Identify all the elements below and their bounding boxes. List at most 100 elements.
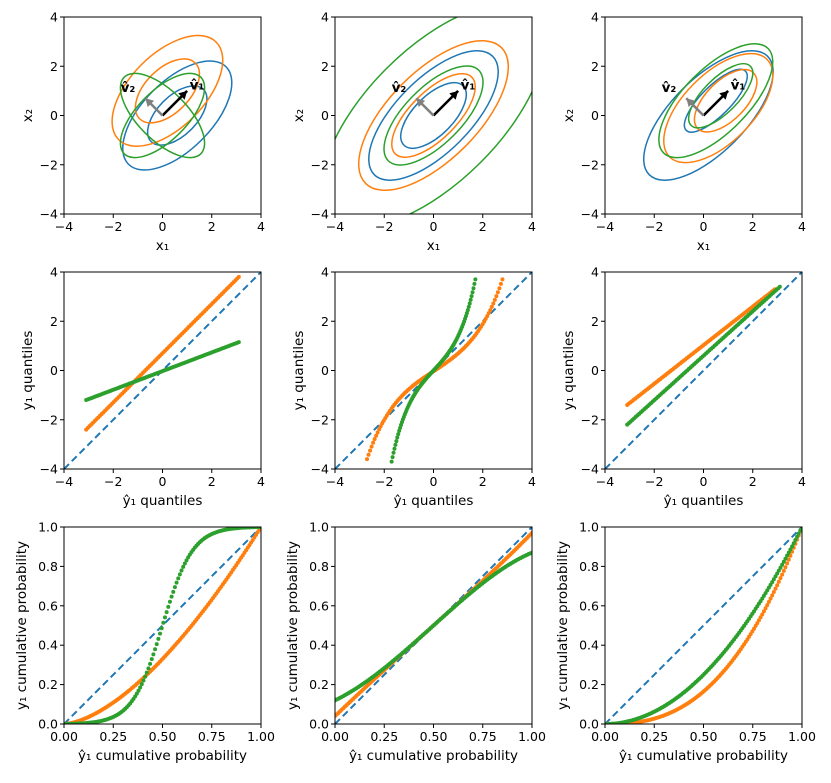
point-green bbox=[141, 678, 146, 683]
y-axis-label: x₂ bbox=[291, 109, 307, 122]
y-tick-label: 4 bbox=[321, 265, 329, 280]
y-axis-label: y₁ cumulative probability bbox=[14, 541, 30, 710]
x-tick-label: 0.50 bbox=[149, 729, 177, 744]
point-orange bbox=[756, 618, 761, 623]
y-axis-label: y₁ cumulative probability bbox=[285, 541, 301, 710]
y-tick-label: 0.4 bbox=[309, 638, 329, 653]
point-orange bbox=[758, 615, 763, 620]
point-green bbox=[162, 615, 167, 620]
y-tick-label: −4 bbox=[40, 207, 58, 222]
point-green bbox=[795, 534, 800, 539]
point-green bbox=[151, 652, 156, 657]
y-tick-label: 2 bbox=[591, 314, 599, 329]
plot-area bbox=[642, 43, 774, 181]
point-green bbox=[798, 528, 802, 533]
point-orange bbox=[761, 609, 766, 614]
point-green bbox=[780, 562, 785, 567]
point-green bbox=[164, 610, 169, 615]
y-tick-label: 0.6 bbox=[309, 598, 329, 613]
y-tick-label: 2 bbox=[321, 59, 329, 74]
vector-label-v2: v̂₂ bbox=[121, 80, 136, 96]
point-green bbox=[793, 538, 798, 543]
x-axis-label: ŷ₁ cumulative probability bbox=[619, 748, 788, 764]
x-axis-label: ŷ₁ quantiles bbox=[664, 493, 744, 509]
x-tick-label: 4 bbox=[798, 219, 806, 234]
point-green bbox=[184, 558, 189, 563]
x-tick-label: 0.75 bbox=[739, 729, 767, 744]
y-tick-label: 0 bbox=[591, 108, 599, 123]
y-tick-label: −2 bbox=[40, 412, 58, 427]
y-tick-label: 4 bbox=[321, 10, 329, 25]
y-tick-label: 0.2 bbox=[38, 677, 58, 692]
y-axis-label: x₂ bbox=[561, 109, 577, 122]
plot-area bbox=[111, 34, 233, 171]
point-green bbox=[169, 594, 174, 599]
y-tick-label: −2 bbox=[40, 157, 58, 172]
y-tick-label: 0.6 bbox=[38, 598, 58, 613]
chart-panel-row1-col3: v̂₁ v̂₂ −4 −2 0 2 4 −4 −2 0 2 4 x₁ x₂ bbox=[561, 10, 806, 255]
vector-v1-head bbox=[178, 90, 188, 100]
x-tick-label: 0.00 bbox=[321, 729, 349, 744]
chart-panel-row1-col2: v̂₁ v̂₂ −4 −2 0 2 4 −4 −2 0 2 4 x₁ x₂ bbox=[291, 10, 536, 255]
y-tick-label: −4 bbox=[311, 462, 329, 477]
point-green bbox=[466, 304, 471, 309]
point-orange bbox=[492, 297, 497, 302]
plot-area bbox=[605, 527, 802, 724]
x-tick-label: 2 bbox=[208, 219, 216, 234]
point-green bbox=[788, 547, 793, 552]
x-tick-label: −4 bbox=[326, 219, 344, 234]
point-green bbox=[781, 559, 786, 564]
chart-panel-row3-col1: 0.00 0.25 0.50 0.75 1.00 0.0 0.2 0.4 0.6 0.8 1.0 ŷ₁… bbox=[14, 520, 275, 765]
point-orange bbox=[763, 606, 768, 611]
point-orange bbox=[375, 430, 380, 435]
y-tick-label: −4 bbox=[40, 462, 58, 477]
y-tick-label: 1.0 bbox=[309, 520, 329, 535]
point-green bbox=[177, 572, 182, 577]
point-orange bbox=[365, 457, 370, 462]
point-green bbox=[153, 647, 158, 652]
point-green bbox=[179, 568, 184, 573]
point-orange bbox=[786, 557, 791, 562]
contour-blue-0 bbox=[683, 68, 748, 133]
point-green bbox=[390, 455, 395, 460]
contour-green-1 bbox=[335, 17, 532, 214]
chart-panel-row2-col1: −4 −2 0 2 4 −4 −2 0 2 4 ŷ₁ quantiles y₁ quantiles bbox=[20, 265, 265, 510]
contour-green-1 bbox=[658, 43, 774, 159]
vector-label-v1: v̂₁ bbox=[731, 78, 746, 94]
x-tick-label: 4 bbox=[257, 474, 265, 489]
x-tick-label: 0 bbox=[700, 474, 708, 489]
point-orange bbox=[377, 427, 382, 432]
point-green bbox=[394, 439, 399, 444]
point-orange bbox=[372, 437, 377, 442]
point-green bbox=[778, 565, 783, 570]
y-tick-label: 0.8 bbox=[579, 559, 599, 574]
point-orange bbox=[491, 301, 496, 306]
x-tick-label: 0.00 bbox=[591, 729, 619, 744]
point-green bbox=[397, 428, 402, 433]
x-tick-label: −2 bbox=[104, 474, 122, 489]
x-tick-label: 0.25 bbox=[370, 729, 398, 744]
x-tick-label: 0.50 bbox=[420, 729, 448, 744]
x-tick-label: −2 bbox=[375, 474, 393, 489]
point-green bbox=[139, 682, 144, 687]
point-green bbox=[468, 297, 473, 302]
point-green bbox=[473, 277, 478, 282]
x-axis-label: ŷ₁ quantiles bbox=[394, 493, 474, 509]
point-green bbox=[149, 657, 154, 662]
x-tick-label: 0.50 bbox=[690, 729, 718, 744]
y-tick-label: 2 bbox=[321, 314, 329, 329]
point-green bbox=[391, 450, 396, 455]
y-axis-label: y₁ quantiles bbox=[291, 331, 307, 411]
y-tick-label: −2 bbox=[311, 412, 329, 427]
plot-area bbox=[335, 17, 532, 214]
point-green bbox=[469, 294, 474, 299]
y-axis-label: x₂ bbox=[20, 109, 36, 122]
vector-label-v1: v̂₁ bbox=[461, 78, 476, 94]
point-orange bbox=[788, 553, 793, 558]
chart-panel-row2-col3: −4 −2 0 2 4 −4 −2 0 2 4 ŷ₁ quantiles y₁ quantiles bbox=[561, 265, 806, 510]
reference-line bbox=[64, 272, 261, 469]
y-tick-label: 0 bbox=[321, 363, 329, 378]
point-green bbox=[136, 688, 141, 693]
y-axis-label: y₁ quantiles bbox=[561, 331, 577, 411]
point-orange bbox=[497, 286, 502, 291]
